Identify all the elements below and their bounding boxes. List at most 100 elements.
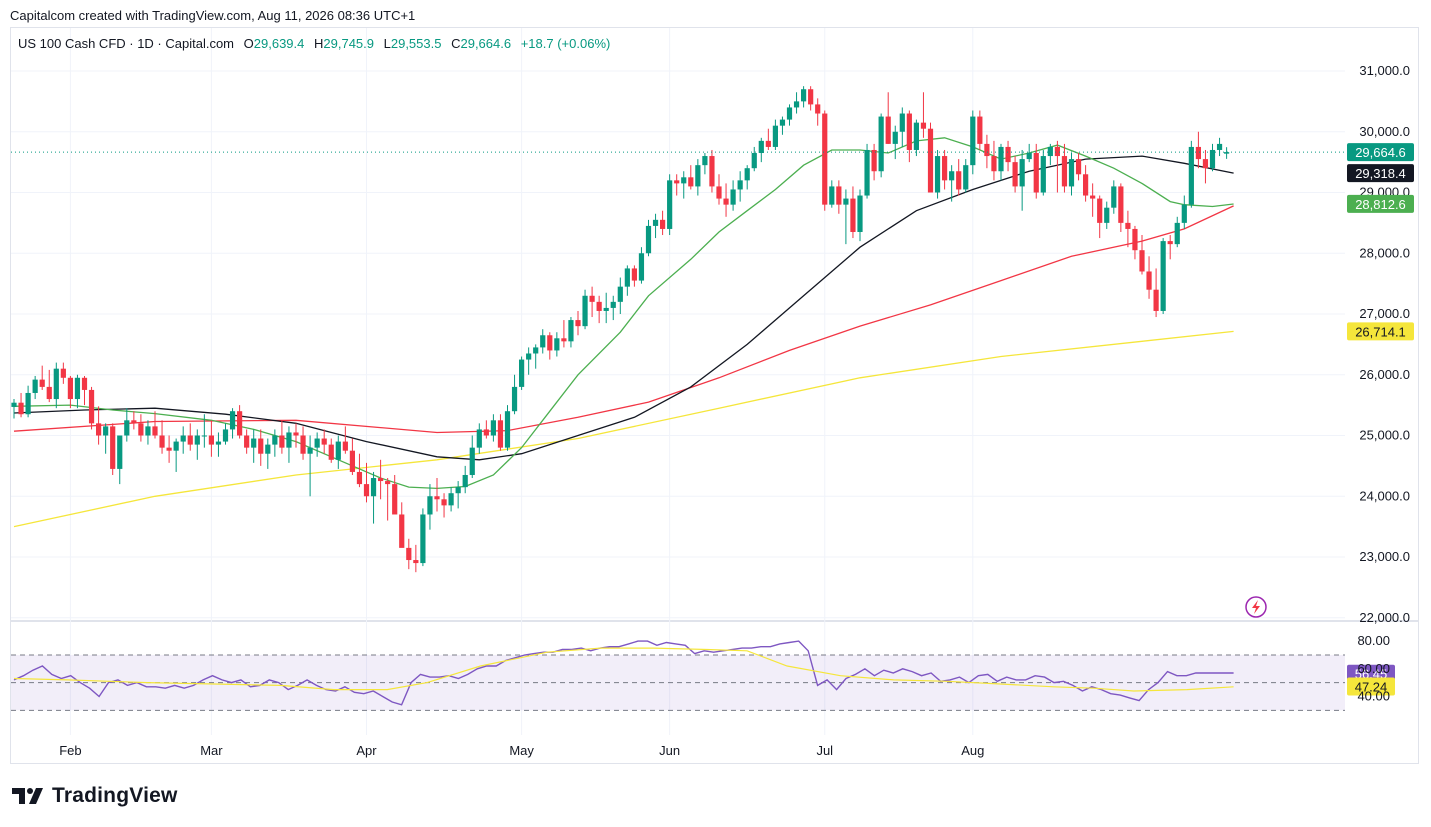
candle-body [603, 307, 609, 311]
candle-body [913, 122, 919, 150]
rsi-ma-value-label-bg [1347, 677, 1395, 696]
price-tick-label: 23,000.0 [1359, 549, 1410, 564]
candle-body [222, 429, 229, 442]
candle-body [709, 156, 715, 187]
candle-body [977, 116, 983, 144]
candle-body [779, 119, 786, 126]
candle-body [1026, 153, 1032, 160]
candle-body [321, 438, 327, 445]
chart-caption: Capitalcom created with TradingView.com,… [10, 8, 416, 23]
price-label-bg [1347, 194, 1414, 213]
candle-body [942, 156, 948, 181]
candle-body [1083, 174, 1089, 196]
candle-body [836, 186, 842, 205]
time-tick-label: Jul [816, 743, 833, 758]
candle-body [519, 359, 525, 387]
candle-body [103, 426, 109, 436]
price-label: 29,318.4 [1355, 166, 1406, 181]
candle-body [533, 347, 539, 354]
candle-body [568, 320, 574, 342]
candle-body [1167, 241, 1173, 245]
candle-body [857, 195, 863, 232]
candle-body [702, 156, 708, 166]
candle-body [427, 496, 433, 515]
candle-body [356, 471, 363, 485]
candle-body [1160, 241, 1166, 311]
candle-body [53, 368, 59, 400]
moving-averages [13, 137, 1234, 528]
candle-body [1005, 146, 1011, 163]
candle-body [88, 389, 95, 424]
price-tick-label: 27,000.0 [1359, 306, 1410, 321]
ohlc-legend: US 100 Cash CFD · 1D · Capital.com O29,6… [18, 36, 610, 51]
candle-body [469, 447, 475, 475]
chart-frame [10, 27, 1419, 764]
candle-body [251, 438, 257, 448]
candle-body [864, 149, 870, 196]
candle-body [1202, 159, 1209, 169]
lightning-icon[interactable] [1245, 596, 1267, 618]
candle-body [674, 180, 680, 184]
candle-body [293, 432, 299, 436]
rsi-ma-value-label: 47.24 [1355, 679, 1388, 694]
candle-body [1153, 289, 1159, 311]
candle-body [187, 435, 193, 445]
candle-body [378, 478, 384, 482]
candle-body [385, 481, 391, 485]
candle-body [74, 377, 81, 400]
candle-body [829, 186, 835, 205]
grid-lines [11, 70, 1419, 622]
candle-body [681, 177, 687, 184]
candle-body [1139, 250, 1145, 272]
candle-body [730, 189, 736, 205]
candle-body [631, 268, 637, 281]
candle-body [878, 116, 884, 172]
candle-body [934, 156, 941, 193]
candle-body [39, 379, 45, 387]
candle-body [300, 435, 306, 454]
candle-body [737, 180, 743, 190]
candle-body [1118, 186, 1124, 223]
candle-body [138, 423, 144, 436]
candle-body [46, 386, 52, 400]
candle-body [892, 131, 898, 144]
candle-body [237, 411, 243, 436]
candle-body [434, 496, 440, 500]
candle-body [497, 420, 504, 448]
tradingview-brand[interactable]: TradingView [12, 783, 178, 809]
price-tick-label: 28,000.0 [1359, 245, 1410, 260]
symbol-title[interactable]: US 100 Cash CFD · 1D · Capital.com [18, 36, 235, 51]
close-label: C [451, 36, 461, 51]
price-tick-label: 22,000.0 [1359, 610, 1410, 625]
candle-body [1075, 159, 1082, 175]
candle-body [786, 107, 793, 120]
candle-body [32, 379, 38, 393]
candle-body [1181, 204, 1187, 223]
candle-body [899, 113, 905, 132]
candle-body [286, 432, 292, 448]
candle-body [871, 149, 877, 172]
candle-body [117, 435, 123, 469]
high-value: 29,745.9 [323, 36, 374, 51]
time-tick-label: Mar [200, 743, 223, 758]
candle-body [822, 113, 828, 205]
candle-body [11, 402, 17, 407]
candle-body [772, 125, 778, 147]
candle-body [363, 484, 370, 497]
candle-body [526, 353, 532, 360]
candle-body [1111, 186, 1117, 208]
time-tick-label: Apr [356, 743, 377, 758]
candle-body [1097, 198, 1103, 223]
change-value: +18.7 (+0.06%) [520, 36, 611, 51]
candle-body [342, 441, 348, 451]
candle-body [406, 547, 412, 561]
time-tick-label: Aug [961, 743, 984, 758]
price-label: 26,714.1 [1355, 324, 1406, 339]
open-label: O [243, 36, 254, 51]
candle-body [265, 444, 271, 454]
time-tick-label: Jun [659, 743, 680, 758]
candle-body [843, 198, 849, 205]
candle-body [949, 171, 955, 181]
price-labels: 29,664.6 29,318.4 28,812.6 26,714.1 [1347, 143, 1414, 341]
